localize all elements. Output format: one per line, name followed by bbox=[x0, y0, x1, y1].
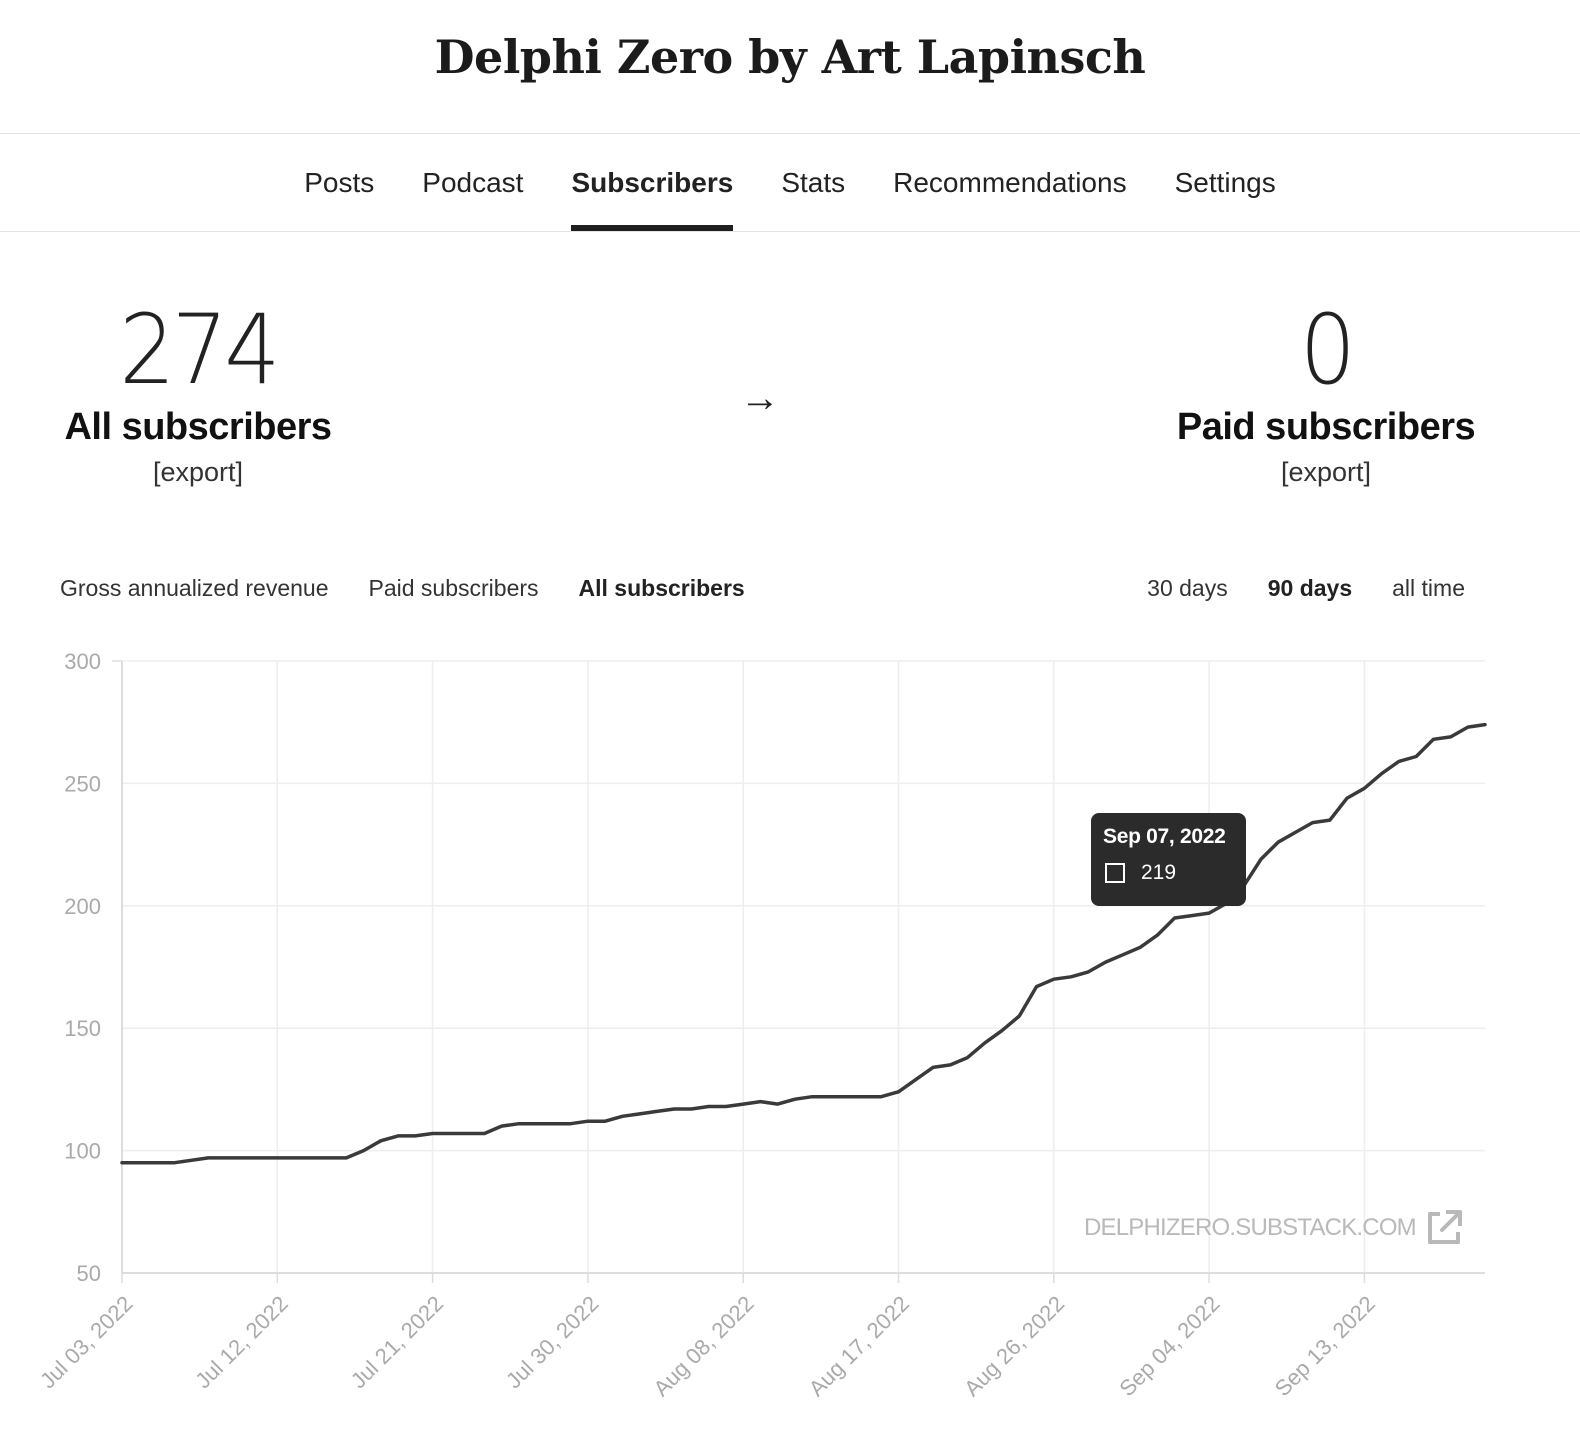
tab-settings[interactable]: Settings bbox=[1174, 167, 1276, 198]
x-tick-label: Sep 13, 2022 bbox=[1270, 1291, 1380, 1401]
all-subscribers-count: 274 bbox=[119, 294, 280, 406]
arrow-right-icon: → bbox=[740, 376, 780, 420]
subscribers-line-chart[interactable]: 50 100 150 200 250 300 Jul 03, 2022 Jul 12, 202… bbox=[0, 630, 1580, 1452]
y-tick-label: 200 bbox=[64, 894, 101, 919]
range-tab-30-days[interactable]: 30 days bbox=[1147, 575, 1228, 601]
external-link-icon bbox=[1427, 1210, 1462, 1244]
all-subscribers-summary: 274 All subscribers [export] bbox=[0, 300, 398, 488]
range-tab-90-days[interactable]: 90 days bbox=[1267, 575, 1353, 601]
chart-axes: 50 100 150 200 250 300 Jul 03, 2022 Jul 12, 202… bbox=[35, 649, 1485, 1401]
x-tick-label: Jul 12, 2022 bbox=[190, 1291, 292, 1393]
chart-tooltip: Sep 07, 2022 219 bbox=[1091, 813, 1246, 906]
tab-posts[interactable]: Posts bbox=[304, 167, 375, 198]
y-tick-label: 300 bbox=[64, 649, 101, 674]
tooltip-value: 219 bbox=[1141, 861, 1177, 884]
publication-title: Delphi Zero by Art Lapinsch bbox=[434, 30, 1146, 84]
nav-tabs: Posts Podcast Subscribers Stats Recommen… bbox=[0, 135, 1580, 231]
range-tab-all-time[interactable]: all time bbox=[1392, 575, 1465, 601]
all-subscribers-export-link[interactable]: [export] bbox=[152, 457, 244, 487]
x-tick-label: Aug 17, 2022 bbox=[804, 1291, 914, 1401]
tab-subscribers[interactable]: Subscribers bbox=[571, 135, 733, 231]
x-tick-label: Sep 04, 2022 bbox=[1114, 1291, 1224, 1401]
metric-tab-paid-subscribers[interactable]: Paid subscribers bbox=[368, 575, 539, 601]
tooltip-value-row: 219 bbox=[1103, 861, 1234, 885]
x-tick-label: Aug 26, 2022 bbox=[959, 1291, 1069, 1401]
x-tick-label: Jul 03, 2022 bbox=[35, 1291, 137, 1393]
paid-subscribers-label: Paid subscribers bbox=[1176, 406, 1476, 448]
y-tick-label: 50 bbox=[77, 1261, 101, 1286]
tooltip-swatch bbox=[1105, 863, 1125, 883]
header-divider bbox=[0, 133, 1580, 134]
series-line bbox=[120, 722, 1487, 1165]
chart-grid bbox=[121, 660, 1485, 1274]
x-tick-label: Jul 21, 2022 bbox=[346, 1291, 448, 1393]
nav-divider bbox=[0, 231, 1580, 232]
tab-podcast[interactable]: Podcast bbox=[422, 167, 524, 198]
metric-tab-all-subscribers[interactable]: All subscribers bbox=[578, 575, 745, 601]
y-tick-label: 100 bbox=[64, 1139, 101, 1164]
paid-subscribers-summary: 0 Paid subscribers [export] bbox=[1126, 300, 1526, 488]
all-subscribers-label: All subscribers bbox=[64, 406, 332, 448]
x-tick-label: Aug 08, 2022 bbox=[648, 1291, 758, 1401]
watermark-text: DELPHIZERO.SUBSTACK.COM bbox=[1084, 1214, 1417, 1241]
metric-tab-gross-revenue[interactable]: Gross annualized revenue bbox=[60, 575, 329, 601]
range-tabs: 30 days 90 days all time bbox=[1147, 575, 1465, 602]
y-tick-label: 150 bbox=[64, 1016, 101, 1041]
y-tick-label: 250 bbox=[64, 771, 101, 796]
paid-subscribers-export-link[interactable]: [export] bbox=[1280, 457, 1372, 487]
x-tick-label: Jul 30, 2022 bbox=[501, 1291, 603, 1393]
tab-stats[interactable]: Stats bbox=[781, 167, 846, 198]
chart-series bbox=[120, 722, 1487, 1165]
tooltip-date: Sep 07, 2022 bbox=[1103, 825, 1226, 848]
tab-recommendations[interactable]: Recommendations bbox=[893, 167, 1127, 198]
watermark-link[interactable]: DELPHIZERO.SUBSTACK.COM bbox=[1084, 1208, 1464, 1248]
metric-tabs: Gross annualized revenue Paid subscriber… bbox=[60, 575, 745, 602]
paid-subscribers-count: 0 bbox=[1299, 294, 1356, 406]
